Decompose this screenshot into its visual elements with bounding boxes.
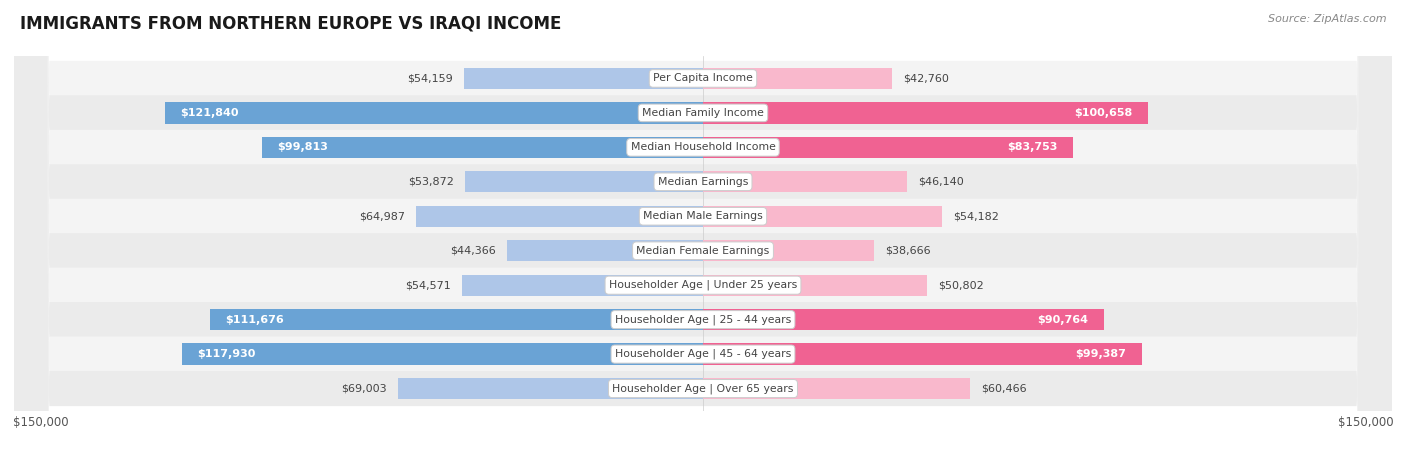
Text: $111,676: $111,676 <box>225 315 284 325</box>
Text: Median Male Earnings: Median Male Earnings <box>643 211 763 221</box>
Text: Median Earnings: Median Earnings <box>658 177 748 187</box>
Text: $100,658: $100,658 <box>1074 108 1132 118</box>
Text: $42,760: $42,760 <box>903 73 949 84</box>
FancyBboxPatch shape <box>14 0 1392 467</box>
Bar <box>464 68 703 89</box>
FancyBboxPatch shape <box>14 0 1392 467</box>
Bar <box>416 205 703 227</box>
Text: $60,466: $60,466 <box>981 383 1026 394</box>
Bar <box>703 171 907 192</box>
FancyBboxPatch shape <box>14 0 1392 467</box>
Text: $46,140: $46,140 <box>918 177 963 187</box>
Bar <box>703 205 942 227</box>
Text: $99,387: $99,387 <box>1076 349 1126 359</box>
Bar <box>703 102 1147 124</box>
Text: Per Capita Income: Per Capita Income <box>652 73 754 84</box>
Text: Median Female Earnings: Median Female Earnings <box>637 246 769 256</box>
Text: $83,753: $83,753 <box>1007 142 1057 152</box>
Text: $54,159: $54,159 <box>406 73 453 84</box>
Text: $99,813: $99,813 <box>277 142 329 152</box>
FancyBboxPatch shape <box>14 0 1392 467</box>
Bar <box>703 137 1073 158</box>
FancyBboxPatch shape <box>14 0 1392 467</box>
Bar <box>703 378 970 399</box>
Bar <box>165 102 703 124</box>
Bar <box>703 68 891 89</box>
Bar <box>209 309 703 330</box>
Text: $54,182: $54,182 <box>953 211 1000 221</box>
Text: Householder Age | Over 65 years: Householder Age | Over 65 years <box>612 383 794 394</box>
FancyBboxPatch shape <box>14 0 1392 467</box>
Bar <box>463 275 703 296</box>
Bar <box>703 343 1142 365</box>
Text: Householder Age | Under 25 years: Householder Age | Under 25 years <box>609 280 797 290</box>
Text: $117,930: $117,930 <box>198 349 256 359</box>
Text: Householder Age | 25 - 44 years: Householder Age | 25 - 44 years <box>614 314 792 325</box>
Text: $54,571: $54,571 <box>405 280 451 290</box>
Text: $44,366: $44,366 <box>450 246 496 256</box>
Text: Median Family Income: Median Family Income <box>643 108 763 118</box>
Bar <box>262 137 703 158</box>
Text: Source: ZipAtlas.com: Source: ZipAtlas.com <box>1268 14 1386 24</box>
FancyBboxPatch shape <box>14 0 1392 467</box>
Text: Median Household Income: Median Household Income <box>630 142 776 152</box>
Bar <box>508 240 703 262</box>
Text: $90,764: $90,764 <box>1038 315 1088 325</box>
FancyBboxPatch shape <box>14 0 1392 467</box>
Bar <box>465 171 703 192</box>
Bar <box>703 309 1104 330</box>
Text: $69,003: $69,003 <box>342 383 387 394</box>
Text: $50,802: $50,802 <box>938 280 984 290</box>
Text: Householder Age | 45 - 64 years: Householder Age | 45 - 64 years <box>614 349 792 359</box>
Text: $53,872: $53,872 <box>408 177 454 187</box>
Text: $38,666: $38,666 <box>884 246 931 256</box>
FancyBboxPatch shape <box>14 0 1392 467</box>
Text: IMMIGRANTS FROM NORTHERN EUROPE VS IRAQI INCOME: IMMIGRANTS FROM NORTHERN EUROPE VS IRAQI… <box>20 14 561 32</box>
Bar <box>398 378 703 399</box>
Text: $121,840: $121,840 <box>180 108 239 118</box>
Bar <box>703 275 928 296</box>
FancyBboxPatch shape <box>14 0 1392 467</box>
Text: $64,987: $64,987 <box>359 211 405 221</box>
Bar <box>183 343 703 365</box>
Bar <box>703 240 873 262</box>
